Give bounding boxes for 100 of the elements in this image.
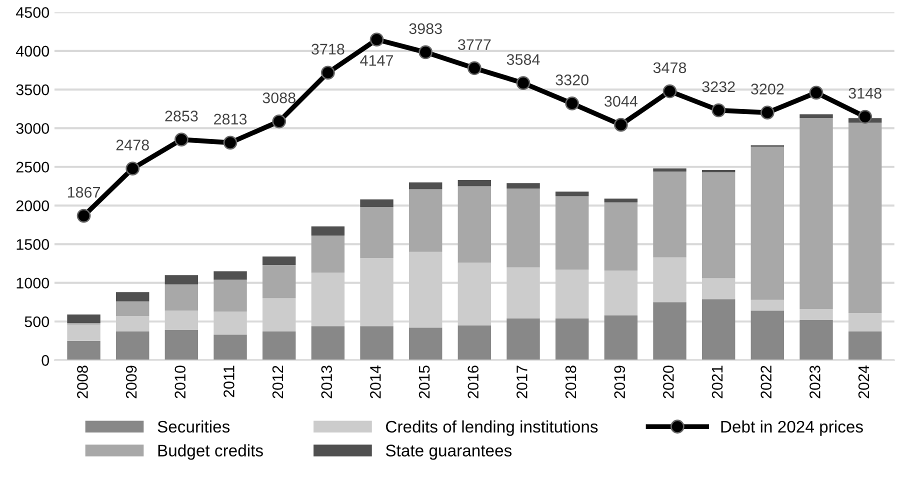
x-tick-label: 2016 <box>468 366 479 398</box>
bar <box>848 122 882 313</box>
bar <box>116 301 150 316</box>
bar <box>116 332 150 360</box>
y-tick-label: 2500 <box>16 162 50 173</box>
point <box>662 84 677 98</box>
data-label: 3584 <box>506 54 540 65</box>
y-tick-label: 4500 <box>16 7 50 18</box>
x-tick-label: 2015 <box>418 366 430 398</box>
data-label: 2813 <box>214 114 247 125</box>
bar <box>848 332 882 360</box>
bar <box>750 310 784 360</box>
bar <box>67 324 100 341</box>
bar <box>164 284 198 311</box>
point <box>223 136 238 150</box>
data-label: 3148 <box>848 88 882 99</box>
bar <box>262 298 296 332</box>
x-tick-label: 2019 <box>614 366 626 398</box>
bar <box>164 275 198 284</box>
bar <box>116 316 150 332</box>
x-tick-label: 2022 <box>760 366 772 398</box>
y-tick-label: 500 <box>24 316 50 328</box>
bar <box>116 292 150 302</box>
point <box>516 76 530 90</box>
data-label: 3983 <box>409 23 442 34</box>
bar <box>214 334 247 360</box>
bar <box>702 278 736 300</box>
point <box>858 110 872 124</box>
bar <box>214 271 247 280</box>
bar <box>750 146 784 300</box>
bar <box>67 314 100 324</box>
point <box>76 208 91 223</box>
bar <box>702 170 736 172</box>
bar <box>702 299 736 360</box>
y-tick-label: 1000 <box>16 278 50 289</box>
bar <box>262 332 296 360</box>
bar <box>408 189 442 252</box>
y-tick-label: 0 <box>42 355 50 366</box>
bar <box>604 270 638 316</box>
data-label: 2478 <box>116 140 149 150</box>
bar <box>800 309 833 320</box>
bar <box>311 272 345 326</box>
point <box>712 103 726 118</box>
point <box>760 106 774 120</box>
bar <box>214 311 247 335</box>
bar <box>458 262 492 326</box>
legend-label: Budget credits <box>158 444 263 460</box>
x-tick-label: 2024 <box>858 365 870 398</box>
bar <box>702 172 736 278</box>
bar <box>360 207 394 258</box>
data-label: 2853 <box>165 110 198 122</box>
bar <box>164 330 198 360</box>
data-label: 3718 <box>312 44 344 55</box>
data-label: 3088 <box>262 92 296 104</box>
bar <box>555 196 589 270</box>
x-tick-label: 2008 <box>77 366 88 398</box>
x-tick-label: 2021 <box>712 366 723 398</box>
x-tick-label: 2018 <box>565 366 576 398</box>
data-label: 3777 <box>458 39 491 50</box>
bar <box>653 172 686 258</box>
legend-label: Securities <box>158 420 230 433</box>
point <box>418 45 433 60</box>
bar <box>750 300 784 311</box>
bar <box>506 188 540 268</box>
data-label: 3320 <box>556 74 588 86</box>
bar <box>653 302 686 360</box>
y-tick-label: 4000 <box>16 46 50 57</box>
y-tick-label: 1500 <box>16 239 50 250</box>
point <box>370 32 384 46</box>
x-tick-label: 2012 <box>272 366 284 398</box>
bar <box>214 280 247 312</box>
bar <box>360 326 394 360</box>
bar <box>555 318 589 360</box>
bar <box>408 182 442 190</box>
x-tick-label: 2023 <box>810 366 820 398</box>
bar <box>506 183 540 189</box>
point <box>809 86 824 100</box>
y-tick-label: 3500 <box>16 84 50 96</box>
point <box>272 114 286 128</box>
legend-label: Debt in 2024 prices <box>721 420 863 436</box>
bar <box>311 226 345 236</box>
bar <box>311 326 345 360</box>
bar <box>506 318 540 360</box>
point <box>174 132 188 147</box>
bar <box>848 312 882 332</box>
bar <box>262 265 296 298</box>
data-label: 3478 <box>653 62 686 74</box>
point <box>565 96 580 110</box>
bar <box>555 270 589 318</box>
x-tick-label: 2011 <box>224 366 234 398</box>
point <box>614 118 628 132</box>
x-tick-label: 2010 <box>174 366 186 398</box>
y-tick-label: 3000 <box>16 123 50 134</box>
bar <box>458 186 492 263</box>
legend-label: State guarantees <box>386 444 512 460</box>
point <box>467 61 482 76</box>
bar <box>360 258 394 326</box>
bar <box>653 257 686 302</box>
x-tick-label: 2020 <box>663 366 674 398</box>
bar <box>604 198 638 202</box>
